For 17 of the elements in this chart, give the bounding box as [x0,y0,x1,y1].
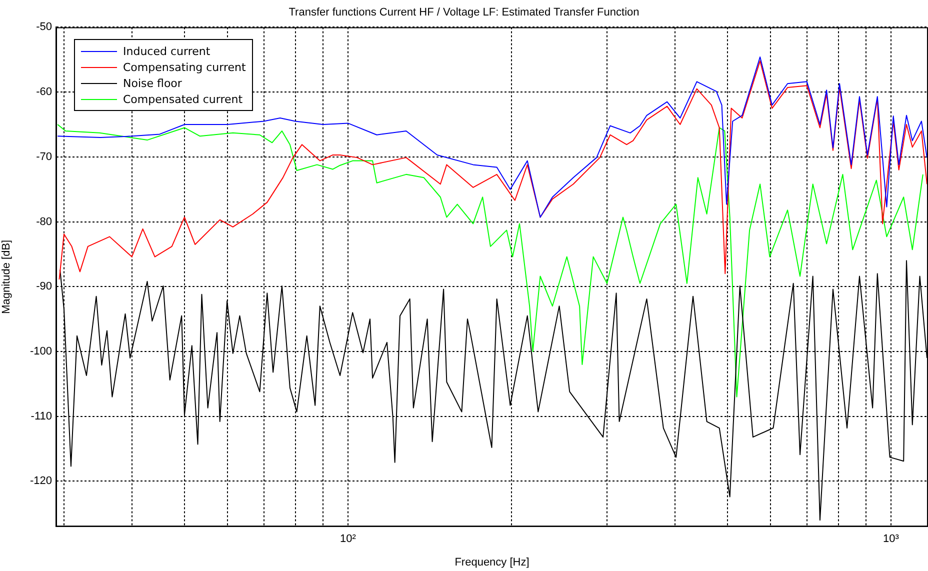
legend-label: Compensated current [123,92,243,106]
y-tick-label: -80 [36,216,52,228]
y-tick-label: -60 [36,86,52,98]
x-tick-label: 10³ [883,533,900,546]
x-axis-title: Frequency [Hz] [454,556,530,568]
legend-label: Noise floor [123,76,182,90]
legend-label: Compensating current [123,60,246,74]
y-tick-label: -110 [30,410,52,422]
y-tick-label: -120 [30,475,52,488]
y-tick-label: -70 [36,150,52,163]
chart-title: Transfer functions Current HF / Voltage LF: Estimated Transfer Function [288,6,640,19]
y-tick-label: -50 [36,21,52,34]
y-axis-title: Magnitude [dB] [0,240,13,314]
legend-label: Induced current [123,44,210,58]
y-tick-label: -90 [36,280,52,293]
x-tick-label: 10² [340,533,356,546]
y-tick-label: -100 [30,346,52,358]
